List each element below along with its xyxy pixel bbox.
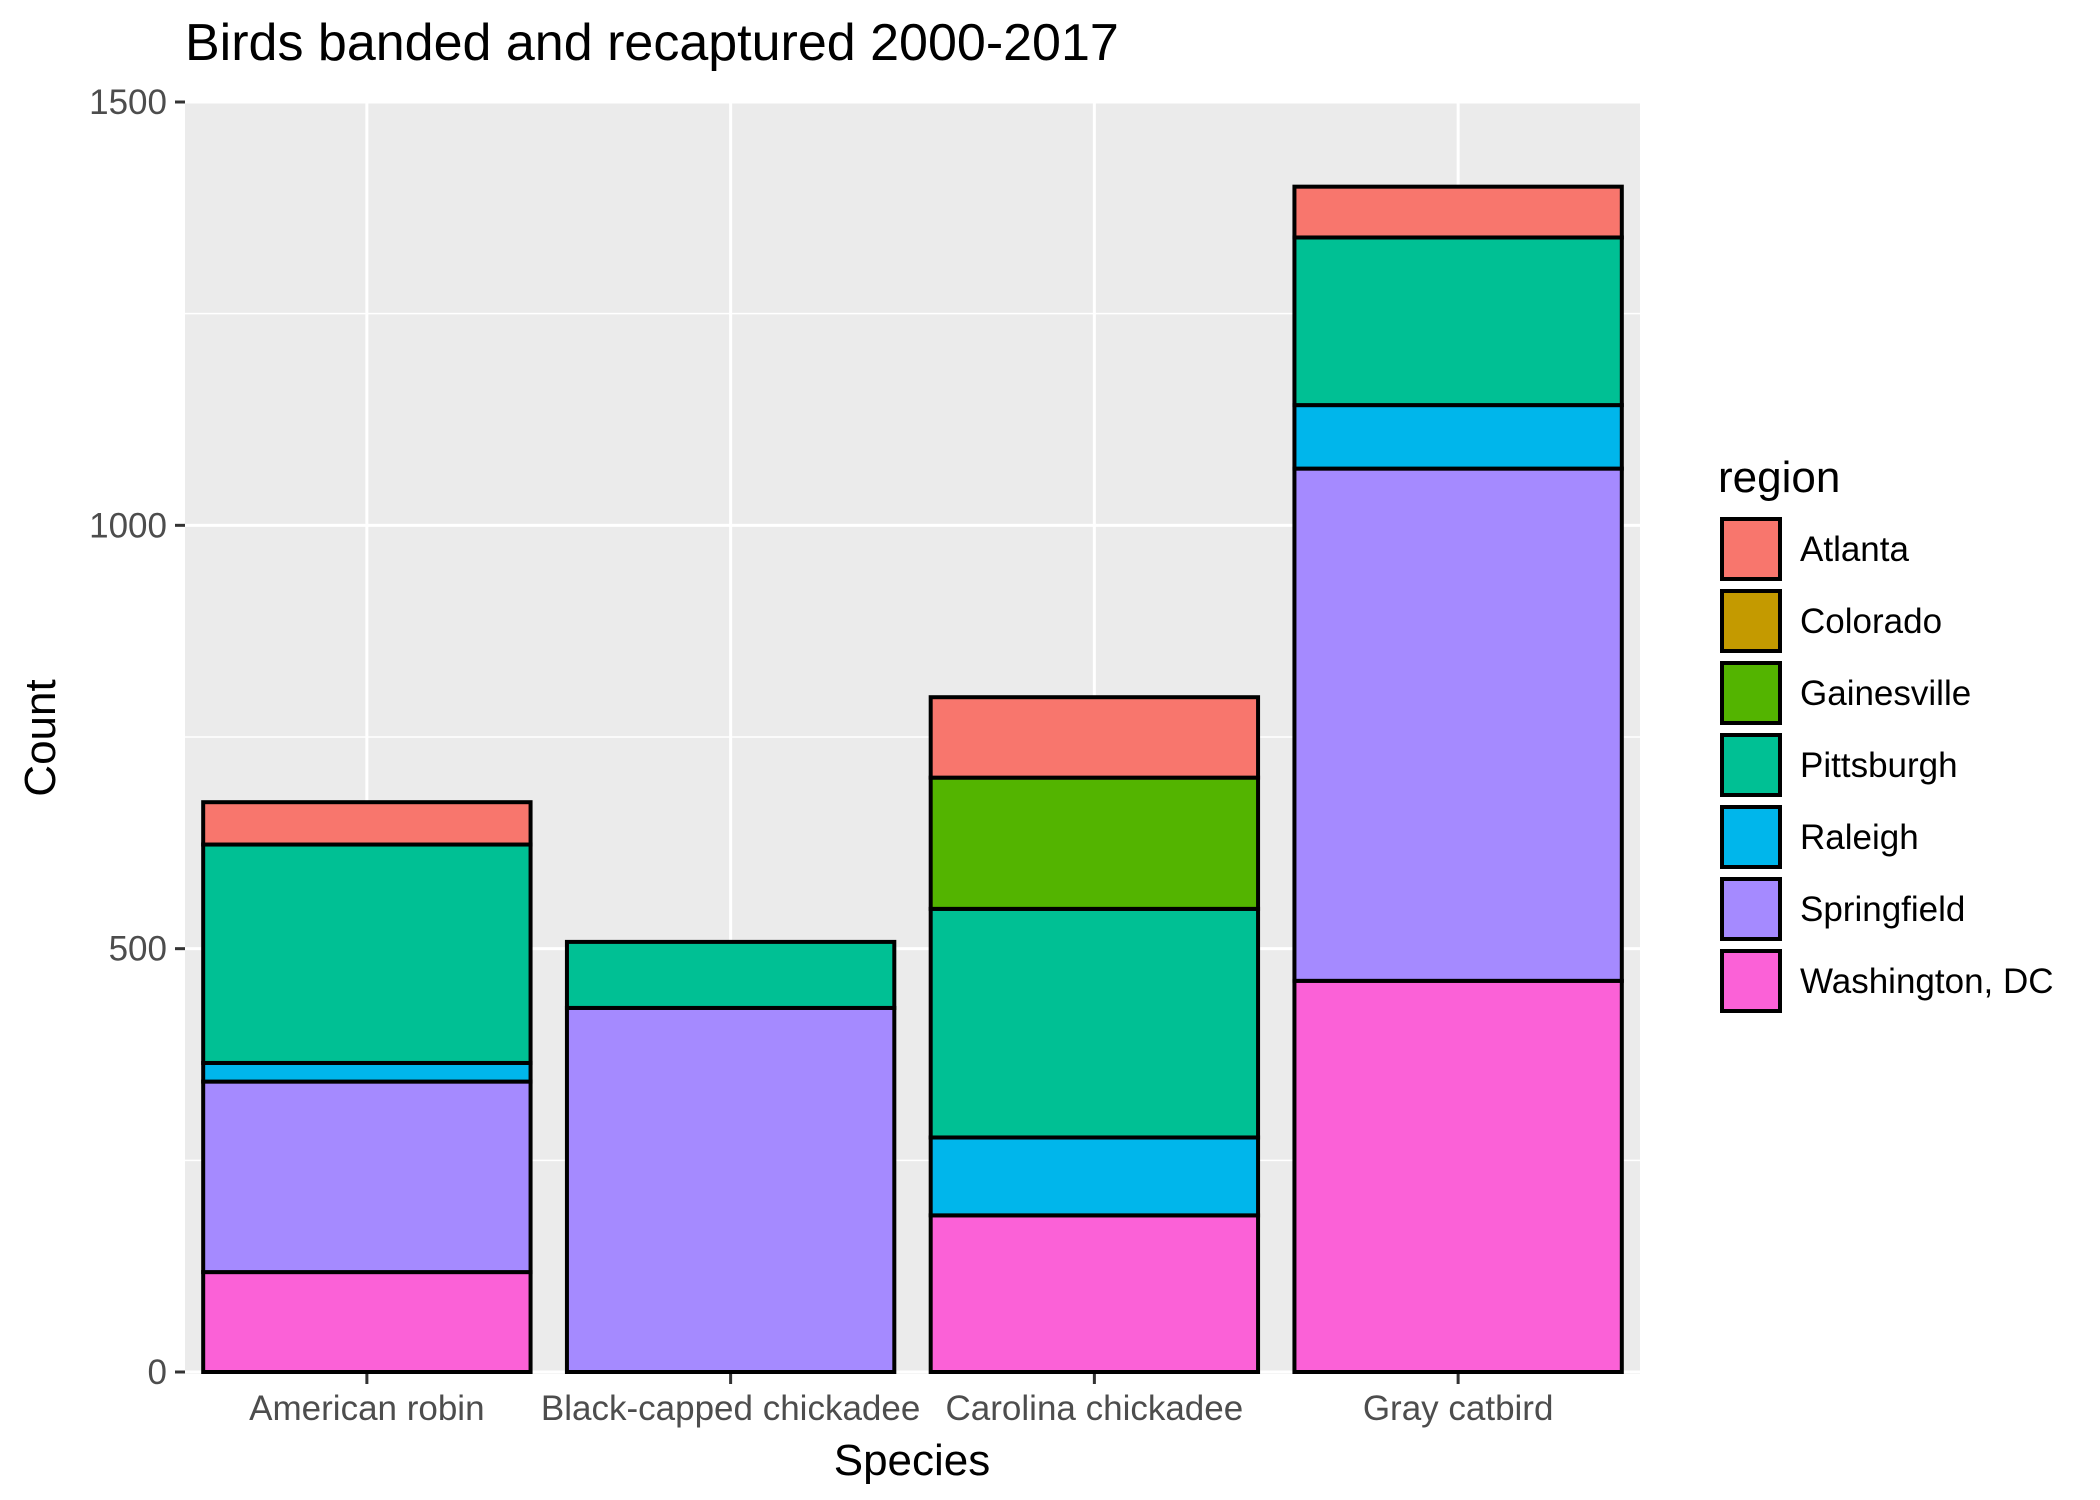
- bar-segment: [928, 1135, 1261, 1218]
- bars: [201, 184, 1624, 1375]
- bar-segment: [1292, 235, 1624, 408]
- bar-segment: [201, 842, 533, 1065]
- legend-key: [1720, 661, 1782, 725]
- y-tick-label: 500: [109, 930, 167, 969]
- bar-segment: [564, 1005, 897, 1375]
- x-tick-label: American robin: [249, 1389, 484, 1428]
- bar-segment: [928, 775, 1261, 911]
- legend-key: [1720, 589, 1782, 653]
- legend-label: Gainesville: [1800, 674, 1971, 713]
- x-tick-label: Black-capped chickadee: [541, 1389, 920, 1428]
- legend-key: [1720, 733, 1782, 797]
- legend-label: Pittsburgh: [1800, 746, 1958, 785]
- chart-title: Birds banded and recaptured 2000-2017: [185, 14, 1119, 72]
- bar-segment: [564, 939, 897, 1010]
- bar-segment: [1292, 978, 1624, 1375]
- legend-label: Atlanta: [1800, 530, 1909, 569]
- y-axis: 0 500 1000 1500: [89, 83, 185, 1392]
- y-tick-label: 1000: [89, 506, 167, 545]
- legend-label: Colorado: [1800, 602, 1942, 641]
- y-tick-label: 0: [148, 1353, 167, 1392]
- bar-segment: [201, 800, 533, 847]
- legend-label: Washington, DC: [1800, 962, 2054, 1001]
- legend-key: [1720, 517, 1782, 581]
- legend-key: [1720, 805, 1782, 869]
- bar-segment: [928, 1213, 1261, 1375]
- legend-key: [1720, 877, 1782, 941]
- legend-label: Springfield: [1800, 890, 1965, 929]
- x-axis: American robin Black-capped chickadee Caro…: [249, 1374, 1553, 1428]
- legend: region Atlanta Colorado Gainesville Pittsbu…: [1718, 453, 2054, 1013]
- legend-title: region: [1718, 453, 1840, 502]
- y-tick-label: 1500: [89, 83, 167, 122]
- bar-segment: [1292, 184, 1624, 240]
- x-tick-label: Gray catbird: [1363, 1389, 1554, 1428]
- bar-segment: [201, 1060, 533, 1084]
- bar-segment: [1292, 466, 1624, 983]
- y-axis-title: Count: [16, 679, 65, 796]
- bar-segment: [1292, 403, 1624, 471]
- x-tick-label: Carolina chickadee: [946, 1389, 1244, 1428]
- bar-segment: [201, 1079, 533, 1275]
- bar-segment: [928, 906, 1261, 1140]
- bar-segment: [201, 1270, 533, 1375]
- legend-key: [1720, 949, 1782, 1013]
- bar-segment: [928, 695, 1261, 780]
- x-axis-title: Species: [834, 1436, 991, 1485]
- legend-label: Raleigh: [1800, 818, 1919, 857]
